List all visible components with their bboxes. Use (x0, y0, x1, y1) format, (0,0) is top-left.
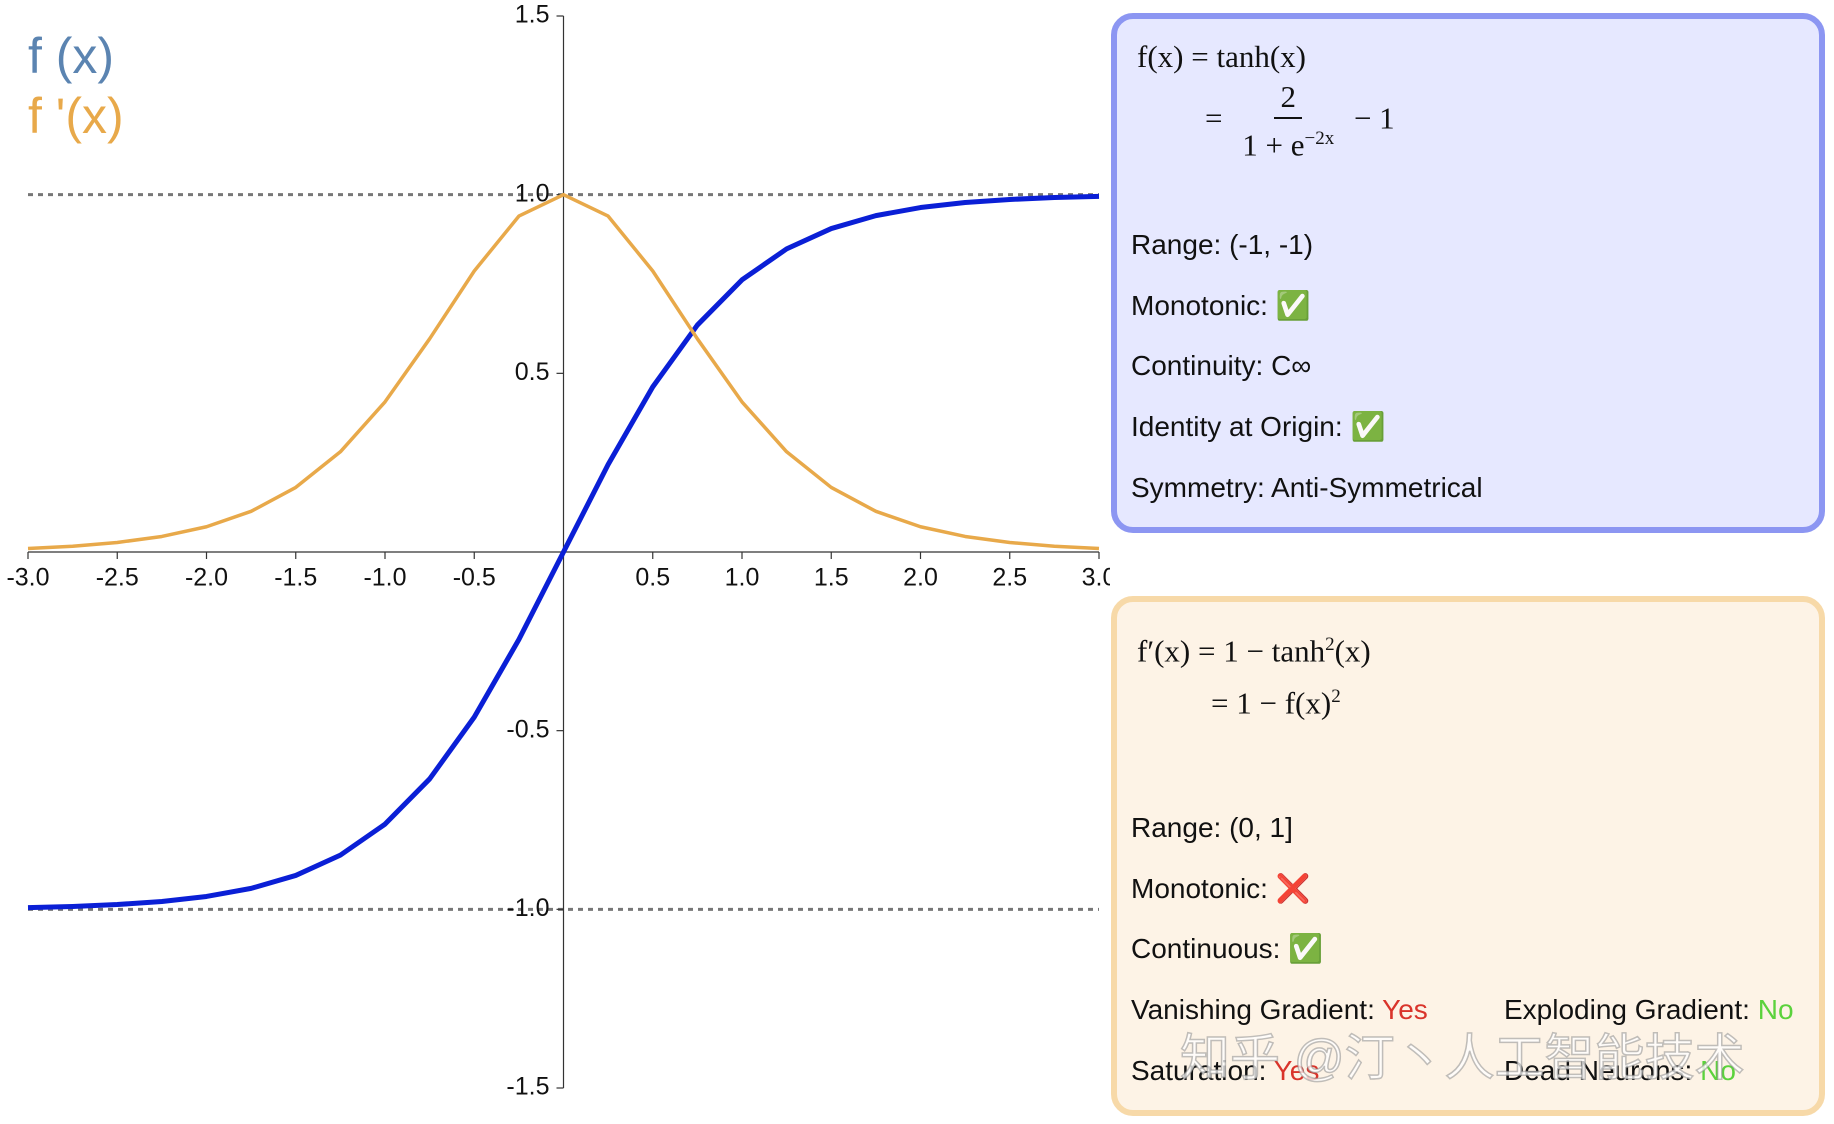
formula-exponent: 2 (1325, 634, 1335, 655)
formula-line: f′(x) = 1 − tanh (1137, 633, 1326, 669)
formula-exponent: 2 (1331, 686, 1341, 708)
x-tick-label: 0.5 (635, 564, 670, 592)
property: Saturation: Yes (1131, 1041, 1319, 1101)
property: Identity at Origin: ✅ (1131, 397, 1385, 457)
property-value: ✅ (1350, 411, 1386, 443)
property: Continuity: C∞ (1131, 336, 1311, 396)
property: Range: (0, 1] (1131, 798, 1293, 858)
property-value: No (1700, 1054, 1736, 1086)
property-label: Range: (0, 1] (1131, 812, 1293, 843)
property-row: Vanishing Gradient: Yes Exploding Gradien… (1131, 980, 1809, 1041)
watermark: 知乎 @汀丶人工智能技术 (1179, 1029, 1745, 1087)
x-tick-label: -1.5 (274, 564, 317, 592)
property: Dead Neurons: No (1504, 1041, 1736, 1101)
formula-line: = 1 − f(x) (1211, 685, 1332, 721)
chart: -3.0 -2.5 -2.0 -1.5 -1.0 -0.5 0.5 1.0 1.5 2.0 2.5 3… (6, 1, 1110, 1101)
property-label: Exploding Gradient: (1504, 994, 1758, 1026)
property-value: ✅ (1275, 289, 1311, 321)
formula: f′(x) = 1 − tanh2(x) = 1 − f(x)2 (1137, 622, 1371, 727)
y-tick-label: -1.0 (506, 894, 549, 922)
x-tick-label: 1.0 (725, 564, 760, 592)
property-label: Monotonic: (1131, 289, 1276, 321)
property-row: Monotonic: ❌ (1131, 859, 1809, 920)
property-row: Range: (0, 1] (1131, 798, 1809, 859)
property-label: Dead Neurons: (1504, 1054, 1701, 1086)
property-row: Range: (-1, -1) (1131, 215, 1809, 276)
property-value: ❌ (1275, 872, 1311, 904)
y-tick-label: 0.5 (515, 358, 550, 386)
x-tick-label: -2.5 (96, 564, 139, 592)
property-label: Vanishing Gradient: (1131, 994, 1383, 1026)
property-row: Saturation: Yes Dead Neurons: No (1131, 1041, 1809, 1102)
property: Continuous: ✅ (1131, 919, 1323, 979)
property-label: Continuity: C∞ (1131, 350, 1312, 382)
property: Monotonic: ❌ (1131, 859, 1311, 919)
properties: Range: (0, 1] Monotonic: ❌ Continuous: ✅ Va… (1131, 798, 1809, 1101)
property-label: Monotonic: (1131, 872, 1276, 904)
property-row: Symmetry: Anti-Symmetrical (1131, 458, 1809, 519)
property-row: Continuous: ✅ (1131, 919, 1809, 980)
property: Vanishing Gradient: Yes (1131, 980, 1428, 1040)
x-tick-label: -3.0 (6, 564, 49, 592)
property: Range: (-1, -1) (1131, 215, 1313, 275)
property-row: Monotonic: ✅ (1131, 276, 1809, 337)
x-tick-label: -1.0 (363, 564, 406, 592)
series-line (27, 192, 1100, 551)
property-label: Saturation: (1131, 1054, 1274, 1086)
property-value: ✅ (1288, 933, 1324, 965)
formula-numerator: 2 (1274, 77, 1302, 119)
formula-denominator: 1 + e (1242, 127, 1305, 163)
property: Symmetry: Anti-Symmetrical (1131, 458, 1483, 518)
x-tick-label: 1.5 (814, 564, 849, 592)
property-value: Yes (1382, 994, 1428, 1026)
property-value: No (1757, 994, 1794, 1026)
legend-entry: f (x) (28, 28, 114, 84)
derivative-panel: f′(x) = 1 − tanh2(x) = 1 − f(x)2 Range: … (1111, 596, 1825, 1116)
formula-exponent: −2x (1304, 128, 1335, 149)
legend-entry: f '(x) (28, 88, 124, 144)
property: Monotonic: ✅ (1131, 276, 1311, 336)
series-line (27, 193, 1100, 911)
property-row: Continuity: C∞ (1131, 336, 1809, 397)
properties: Range: (-1, -1) Monotonic: ✅ Continuity: C… (1131, 215, 1809, 518)
property-label: Range: (-1, -1) (1131, 229, 1314, 260)
x-tick-label: 2.0 (903, 564, 938, 592)
property-label: Symmetry: Anti-Symmetrical (1131, 471, 1483, 503)
formula: f(x) = tanh(x) = 2 1 + e−2x − 1 (1137, 39, 1395, 165)
y-tick-label: 1.5 (515, 1, 550, 29)
y-tick-label: -1.5 (506, 1073, 549, 1101)
y-tick-label: -0.5 (506, 715, 549, 743)
x-tick-label: -0.5 (453, 564, 496, 592)
x-tick-label: -2.0 (185, 564, 228, 592)
x-tick-label: 3.0 (1082, 564, 1110, 592)
property-value: Yes (1273, 1054, 1320, 1086)
property-label: Identity at Origin: (1131, 411, 1351, 443)
property: Exploding Gradient: No (1504, 980, 1794, 1040)
property-label: Continuous: (1131, 933, 1289, 965)
x-tick-label: 2.5 (992, 564, 1027, 592)
formula-line: f(x) = tanh(x) (1137, 39, 1306, 74)
property-row: Identity at Origin: ✅ (1131, 397, 1809, 458)
tanh-panel: f(x) = tanh(x) = 2 1 + e−2x − 1 Range: (-… (1111, 13, 1825, 533)
formula-text: (x) (1334, 633, 1371, 669)
formula-text: − 1 (1353, 100, 1395, 136)
formula-text: = (1205, 100, 1223, 136)
